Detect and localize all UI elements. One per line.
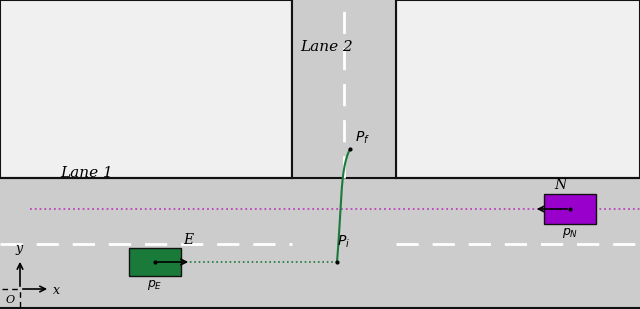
- Text: $p_N$: $p_N$: [562, 226, 578, 240]
- Text: x: x: [53, 283, 60, 297]
- Text: E: E: [183, 233, 193, 247]
- Text: y: y: [15, 242, 22, 255]
- Text: $P_i$: $P_i$: [337, 234, 350, 250]
- Text: N: N: [554, 178, 566, 192]
- Bar: [544, 194, 596, 224]
- Text: Lane 1: Lane 1: [60, 166, 113, 180]
- Bar: [0, 0, 292, 178]
- Bar: [129, 248, 181, 276]
- Text: Lane 2: Lane 2: [300, 40, 353, 54]
- Bar: [396, 0, 640, 178]
- Text: $p_E$: $p_E$: [147, 278, 163, 292]
- Text: $P_f$: $P_f$: [355, 129, 370, 146]
- Bar: [292, 0, 396, 178]
- Text: O: O: [6, 295, 15, 305]
